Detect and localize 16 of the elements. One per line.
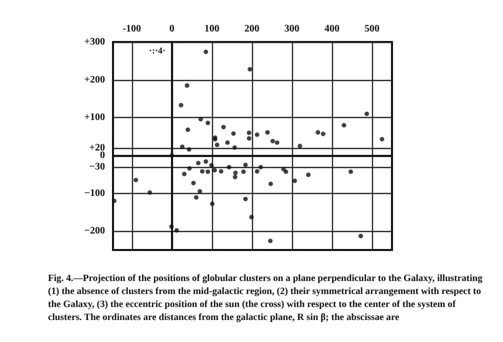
caption: Fig. 4.—Projection of the positions of globular clusters on a plane perpendicular to the Galaxy, illustrating (1) the absence of clusters from the mid-galactic region, (2) their symmetrical arrangement with respect to the Galaxy, (3) the eccentric position of the sun (the cross) with respect to the center of the system of clusters. The ordinates are distances from the galactic plane, R sin β; the abscissae are [48, 273, 485, 323]
y-tick-label: +100 [84, 112, 105, 124]
y-tick-label: 0 [100, 150, 105, 161]
y-tick-label: −30 [89, 161, 105, 172]
y-tick-label: −200 [84, 226, 105, 237]
y-tick-label: −100 [84, 188, 105, 199]
y-tick-label: +300 [84, 36, 105, 48]
x-tick-label: -100 [122, 24, 141, 34]
x-tick-label: 400 [324, 24, 340, 34]
x-tick-label: 200 [244, 24, 260, 34]
x-tick-label: 100 [204, 24, 220, 34]
x-tick-label: 500 [364, 24, 380, 34]
y-tick-label: +200 [84, 74, 105, 86]
x-tick-label: 300 [284, 24, 300, 34]
annotation: ·:·4· [149, 46, 166, 56]
x-tick-label: 0 [169, 24, 174, 34]
